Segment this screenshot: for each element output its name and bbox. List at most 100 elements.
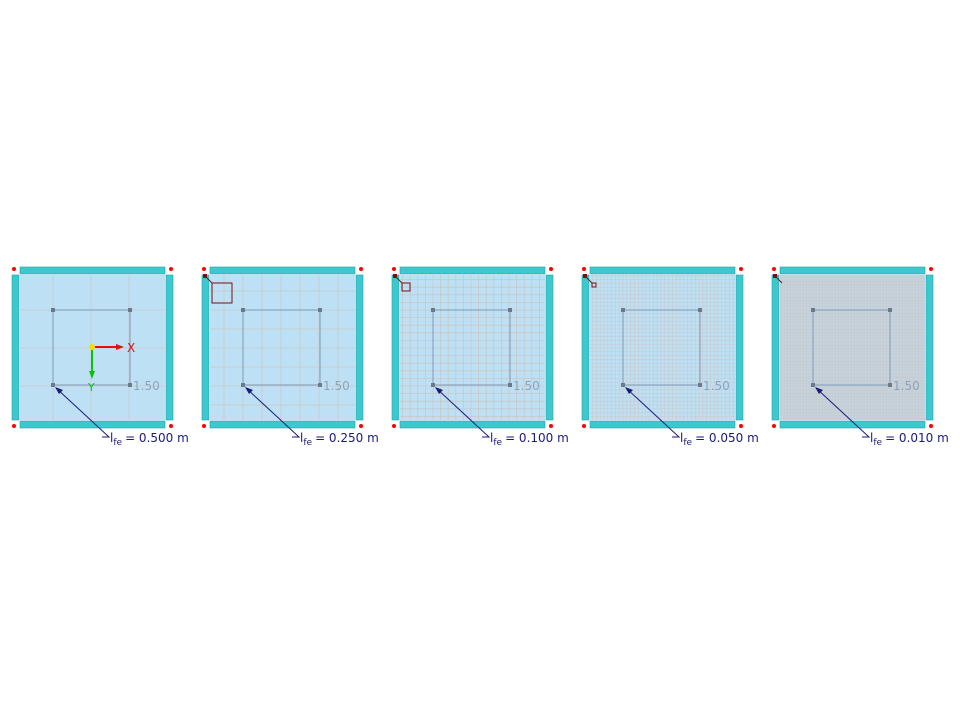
- panel-5: 1.50 lfe = 0.010 m: [771, 266, 949, 448]
- corner-support-node: [739, 424, 743, 428]
- leader-arrow-head: [55, 387, 63, 394]
- label-prefix: l: [110, 431, 113, 445]
- x-arrow-head: [116, 344, 124, 350]
- dimension-label: 1.50: [893, 379, 920, 393]
- label-subscript: fe: [303, 438, 312, 448]
- node-marker: [318, 308, 322, 312]
- corner-support-node: [392, 267, 396, 271]
- support-top: [209, 266, 356, 275]
- label-value: = 0.250 m: [315, 431, 379, 445]
- origin-marker: [89, 344, 95, 350]
- support-right: [545, 274, 554, 421]
- opening-outline: [242, 309, 321, 386]
- node-marker: [241, 308, 245, 312]
- corner-support-node: [12, 267, 16, 271]
- support-bottom: [19, 420, 166, 429]
- support-left: [11, 274, 20, 421]
- node-marker: [621, 383, 625, 387]
- dimension-label: 1.50: [323, 379, 350, 393]
- corner-support-node: [359, 424, 363, 428]
- node-marker: [888, 308, 892, 312]
- mesh-size-label: lfe = 0.250 m: [300, 431, 379, 448]
- node-marker: [318, 383, 322, 387]
- node-marker: [51, 308, 55, 312]
- fe-mesh: [400, 275, 545, 420]
- mesh-size-icon: [401, 282, 411, 292]
- panel-3: 1.50 lfe = 0.100 m: [391, 266, 569, 448]
- label-subscript: fe: [683, 438, 692, 448]
- mesh-indicator-line: [584, 275, 593, 284]
- panel-2: 1.50 lfe = 0.250 m: [201, 266, 379, 448]
- corner-support-node: [772, 424, 776, 428]
- corner-support-node: [392, 424, 396, 428]
- x-axis-label: X: [127, 341, 135, 355]
- node-marker: [698, 383, 702, 387]
- support-right: [355, 274, 364, 421]
- mesh-size-label: lfe = 0.500 m: [110, 431, 189, 448]
- label-prefix: l: [490, 431, 493, 445]
- support-top: [399, 266, 546, 275]
- corner-support-node: [169, 424, 173, 428]
- corner-support-node: [929, 424, 933, 428]
- corner-support-node: [549, 267, 553, 271]
- label-value: = 0.100 m: [505, 431, 569, 445]
- leader-arrow-head: [815, 387, 823, 394]
- label-prefix: l: [870, 431, 873, 445]
- fe-mesh: [590, 275, 735, 420]
- corner-support-node: [359, 267, 363, 271]
- opening-outline: [622, 309, 701, 386]
- support-top: [779, 266, 926, 275]
- leader-arrow-head: [245, 387, 253, 394]
- label-value: = 0.050 m: [695, 431, 759, 445]
- panel-4: 1.50 lfe = 0.050 m: [581, 266, 759, 448]
- label-value: = 0.500 m: [125, 431, 189, 445]
- opening-outline: [812, 309, 891, 386]
- mesh-indicator-line: [774, 275, 783, 284]
- dimension-label: 1.50: [703, 379, 730, 393]
- corner-support-node: [549, 424, 553, 428]
- support-left: [581, 274, 590, 421]
- leader-arrow-head: [625, 387, 633, 394]
- node-marker: [508, 308, 512, 312]
- corner-support-node: [169, 267, 173, 271]
- y-arrow-head: [89, 371, 95, 379]
- support-bottom: [589, 420, 736, 429]
- plate-surface: [400, 275, 545, 420]
- leader-line: [55, 387, 111, 438]
- corner-support-node: [12, 424, 16, 428]
- corner-support-node: [739, 267, 743, 271]
- mesh-indicator-line: [394, 275, 403, 284]
- node-marker: [508, 383, 512, 387]
- leader-line: [435, 387, 491, 438]
- node-marker: [128, 383, 132, 387]
- support-left: [201, 274, 210, 421]
- node-marker: [431, 308, 435, 312]
- node-marker: [241, 383, 245, 387]
- support-left: [391, 274, 400, 421]
- dimension-label: 1.50: [133, 379, 160, 393]
- corner-support-node: [582, 267, 586, 271]
- node-marker: [431, 383, 435, 387]
- mesh-size-label: lfe = 0.010 m: [870, 431, 949, 448]
- leader-arrow-head: [435, 387, 443, 394]
- node-marker: [811, 383, 815, 387]
- fe-mesh: [210, 275, 355, 420]
- support-top: [589, 266, 736, 275]
- node-marker: [888, 383, 892, 387]
- node-marker: [698, 308, 702, 312]
- support-top: [19, 266, 166, 275]
- support-bottom: [399, 420, 546, 429]
- node-marker: [621, 308, 625, 312]
- label-subscript: fe: [493, 438, 502, 448]
- label-prefix: l: [680, 431, 683, 445]
- leader-line: [245, 387, 301, 438]
- corner-support-node: [582, 424, 586, 428]
- leader-line: [625, 387, 681, 438]
- plate-surface: [210, 275, 355, 420]
- label-value: = 0.010 m: [885, 431, 949, 445]
- corner-support-node: [929, 267, 933, 271]
- fe-mesh: [780, 275, 925, 420]
- plate-surface: [780, 275, 925, 420]
- mesh-size-label: lfe = 0.100 m: [490, 431, 569, 448]
